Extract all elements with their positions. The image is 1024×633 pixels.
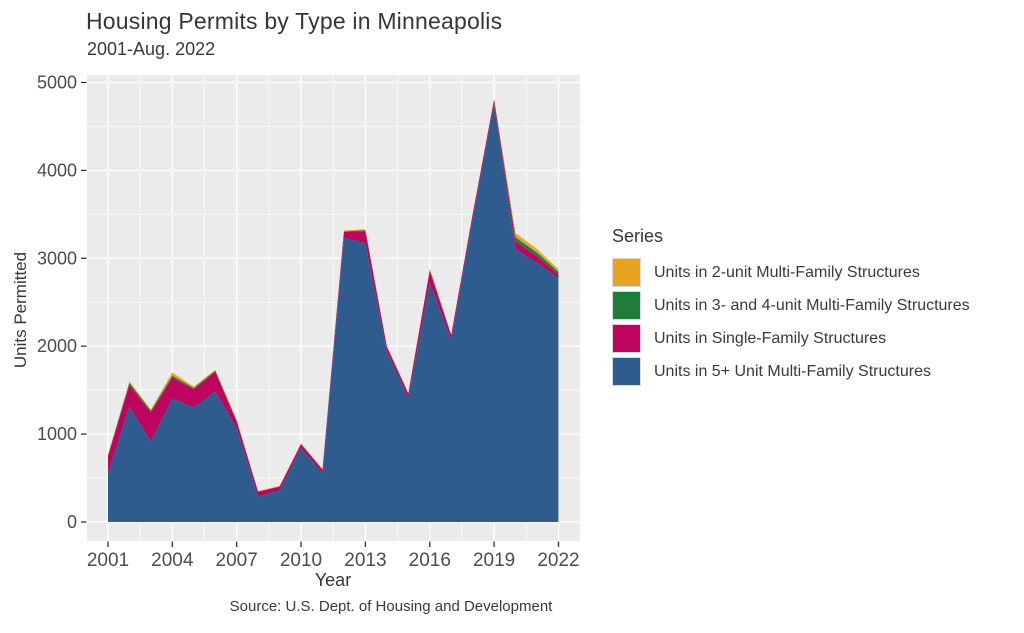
- y-axis-title: Units Permitted: [11, 251, 30, 369]
- chart-caption: Source: U.S. Dept. of Housing and Develo…: [229, 598, 553, 615]
- legend-swatch-2unit: [612, 258, 641, 287]
- svg-text:2007: 2007: [216, 550, 258, 571]
- x-axis-title: Year: [314, 570, 352, 590]
- svg-text:2013: 2013: [344, 550, 386, 571]
- legend: Series Units in 2-unit Multi-Family Stru…: [612, 226, 970, 390]
- legend-title: Series: [612, 226, 664, 246]
- svg-text:1000: 1000: [37, 424, 77, 444]
- svg-text:2010: 2010: [280, 550, 322, 571]
- legend-item-label: Units in 3- and 4-unit Multi-Family Stru…: [654, 296, 970, 314]
- svg-text:2004: 2004: [151, 550, 194, 571]
- legend-item: Units in Single-Family Structures: [612, 324, 970, 353]
- legend-item: Units in 3- and 4-unit Multi-Family Stru…: [612, 291, 970, 320]
- svg-text:2022: 2022: [537, 550, 579, 571]
- svg-text:4000: 4000: [37, 160, 77, 180]
- svg-text:2000: 2000: [37, 336, 77, 356]
- stacked-areas: [108, 98, 559, 522]
- legend-item-label: Units in 2-unit Multi-Family Structures: [654, 263, 920, 281]
- svg-text:2016: 2016: [409, 550, 451, 571]
- area-series-0: [108, 103, 559, 522]
- legend-swatch-3-4unit: [612, 291, 641, 320]
- axis-ticks: [81, 81, 560, 547]
- svg-text:5000: 5000: [37, 73, 77, 93]
- svg-text:2019: 2019: [473, 550, 515, 571]
- legend-item: Units in 2-unit Multi-Family Structures: [612, 258, 970, 287]
- y-axis-tick-labels: 0 1000 2000 3000 4000 5000: [37, 73, 77, 533]
- chart-canvas: 2001 2004 2007 2010 2013 2016 2019 2022 0 1000 200…: [37, 73, 580, 571]
- page-subtitle: 2001-Aug. 2022: [87, 39, 216, 59]
- legend-item-label: Units in 5+ Unit Multi-Family Structures: [654, 362, 931, 380]
- legend-swatch-single-family: [612, 324, 641, 353]
- legend-swatch-5plus: [612, 357, 641, 386]
- svg-text:0: 0: [67, 512, 77, 532]
- svg-text:2001: 2001: [87, 550, 129, 571]
- page-title: Housing Permits by Type in Minneapolis: [86, 8, 503, 34]
- area-series-1: [108, 99, 559, 497]
- legend-item: Units in 5+ Unit Multi-Family Structures: [612, 357, 970, 386]
- x-axis-tick-labels: 2001 2004 2007 2010 2013 2016 2019 2022: [87, 550, 580, 571]
- svg-text:3000: 3000: [37, 248, 77, 268]
- legend-item-label: Units in Single-Family Structures: [654, 329, 887, 347]
